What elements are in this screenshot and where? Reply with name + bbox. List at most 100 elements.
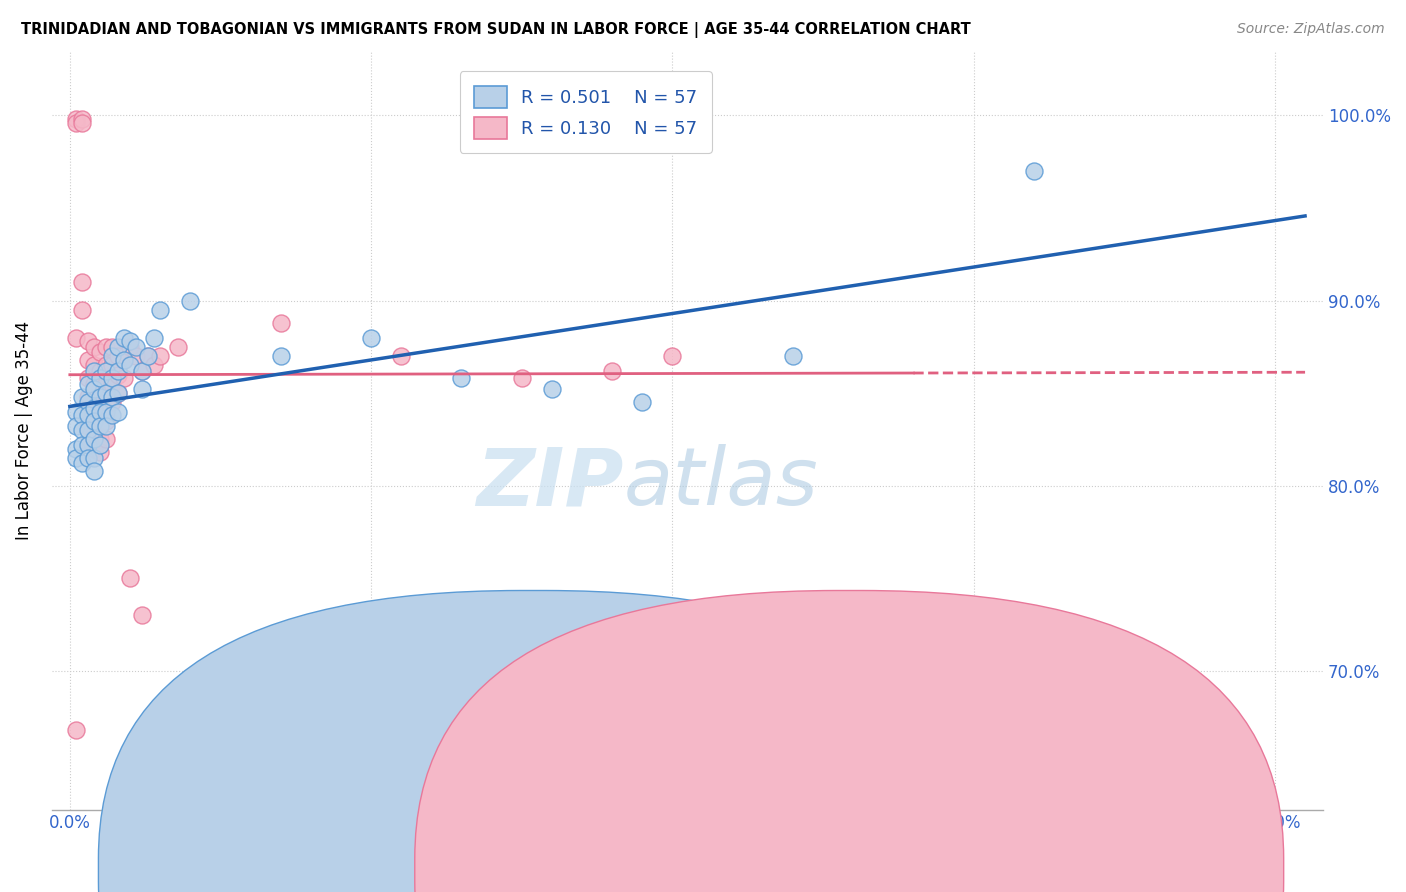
Point: [94, 376, 117, 391]
Point: [107, 349, 129, 363]
Text: Trinidadians and Tobagonians: Trinidadians and Tobagonians: [591, 857, 815, 872]
Point: [107, 404, 129, 418]
Point: [131, 364, 153, 378]
Point: [83, 340, 105, 354]
Text: ZIP: ZIP: [477, 444, 624, 522]
Point: [101, 349, 124, 363]
Point: [77, 395, 100, 409]
Text: Source: ZipAtlas.com: Source: ZipAtlas.com: [1237, 22, 1385, 37]
Point: [70, 116, 93, 130]
Point: [77, 371, 100, 385]
Point: [83, 395, 105, 409]
Point: [65, 404, 87, 418]
Point: [77, 419, 100, 434]
Point: [107, 368, 129, 382]
Point: [65, 116, 87, 130]
Point: [89, 404, 111, 418]
Point: [89, 383, 111, 397]
Point: [94, 395, 117, 409]
Point: [101, 409, 124, 423]
Text: atlas: atlas: [624, 444, 818, 522]
Point: [101, 359, 124, 373]
Point: [94, 359, 117, 373]
Point: [89, 414, 111, 428]
Point: [65, 330, 87, 344]
Point: [89, 438, 111, 452]
Point: [70, 275, 93, 289]
Point: [112, 352, 135, 367]
Point: [77, 352, 100, 367]
Point: [510, 371, 533, 385]
Point: [149, 349, 172, 363]
Point: [120, 571, 142, 585]
Point: [89, 364, 111, 378]
Point: [83, 464, 105, 478]
Point: [136, 349, 159, 363]
Point: [65, 419, 87, 434]
Point: [143, 330, 166, 344]
Point: [94, 364, 117, 378]
Point: [94, 433, 117, 447]
Point: [94, 419, 117, 434]
Point: [120, 359, 142, 373]
Legend: R = 0.501    N = 57, R = 0.130    N = 57: R = 0.501 N = 57, R = 0.130 N = 57: [460, 71, 711, 153]
Point: [131, 608, 153, 623]
Point: [136, 349, 159, 363]
Point: [70, 390, 93, 404]
Point: [360, 330, 382, 344]
Point: [83, 442, 105, 456]
Point: [149, 302, 172, 317]
Point: [450, 371, 472, 385]
Point: [101, 376, 124, 391]
Point: [83, 383, 105, 397]
Point: [89, 433, 111, 447]
Point: [83, 359, 105, 373]
Point: [83, 364, 105, 378]
Point: [77, 390, 100, 404]
Point: [89, 401, 111, 415]
Point: [600, 364, 623, 378]
Point: [541, 383, 564, 397]
Point: [83, 401, 105, 415]
Point: [107, 386, 129, 401]
Point: [120, 334, 142, 349]
Point: [77, 334, 100, 349]
Point: [89, 345, 111, 359]
Point: [89, 419, 111, 434]
Point: [107, 340, 129, 354]
Point: [94, 340, 117, 354]
Point: [77, 404, 100, 418]
Point: [70, 112, 93, 127]
Point: [70, 457, 93, 471]
Point: [94, 404, 117, 418]
Point: [143, 359, 166, 373]
Point: [83, 376, 105, 391]
Point: [94, 414, 117, 428]
Point: [83, 426, 105, 441]
Point: [1022, 164, 1045, 178]
Point: [65, 723, 87, 737]
Point: [125, 340, 148, 354]
Point: [89, 371, 111, 385]
Point: [112, 330, 135, 344]
Point: [89, 445, 111, 459]
Point: [83, 409, 105, 423]
Point: [389, 349, 412, 363]
Point: [167, 340, 190, 354]
Point: [101, 371, 124, 385]
Point: [101, 340, 124, 354]
Point: [70, 423, 93, 437]
Point: [101, 395, 124, 409]
Text: TRINIDADIAN AND TOBAGONIAN VS IMMIGRANTS FROM SUDAN IN LABOR FORCE | AGE 35-44 C: TRINIDADIAN AND TOBAGONIAN VS IMMIGRANTS…: [21, 22, 970, 38]
Point: [77, 376, 100, 391]
Point: [83, 414, 105, 428]
Point: [83, 433, 105, 447]
Point: [70, 302, 93, 317]
Point: [661, 349, 683, 363]
Point: [101, 390, 124, 404]
Point: [179, 293, 201, 308]
Point: [631, 395, 654, 409]
Point: [77, 438, 100, 452]
Point: [77, 438, 100, 452]
Text: Immigrants from Sudan: Immigrants from Sudan: [866, 857, 1046, 872]
